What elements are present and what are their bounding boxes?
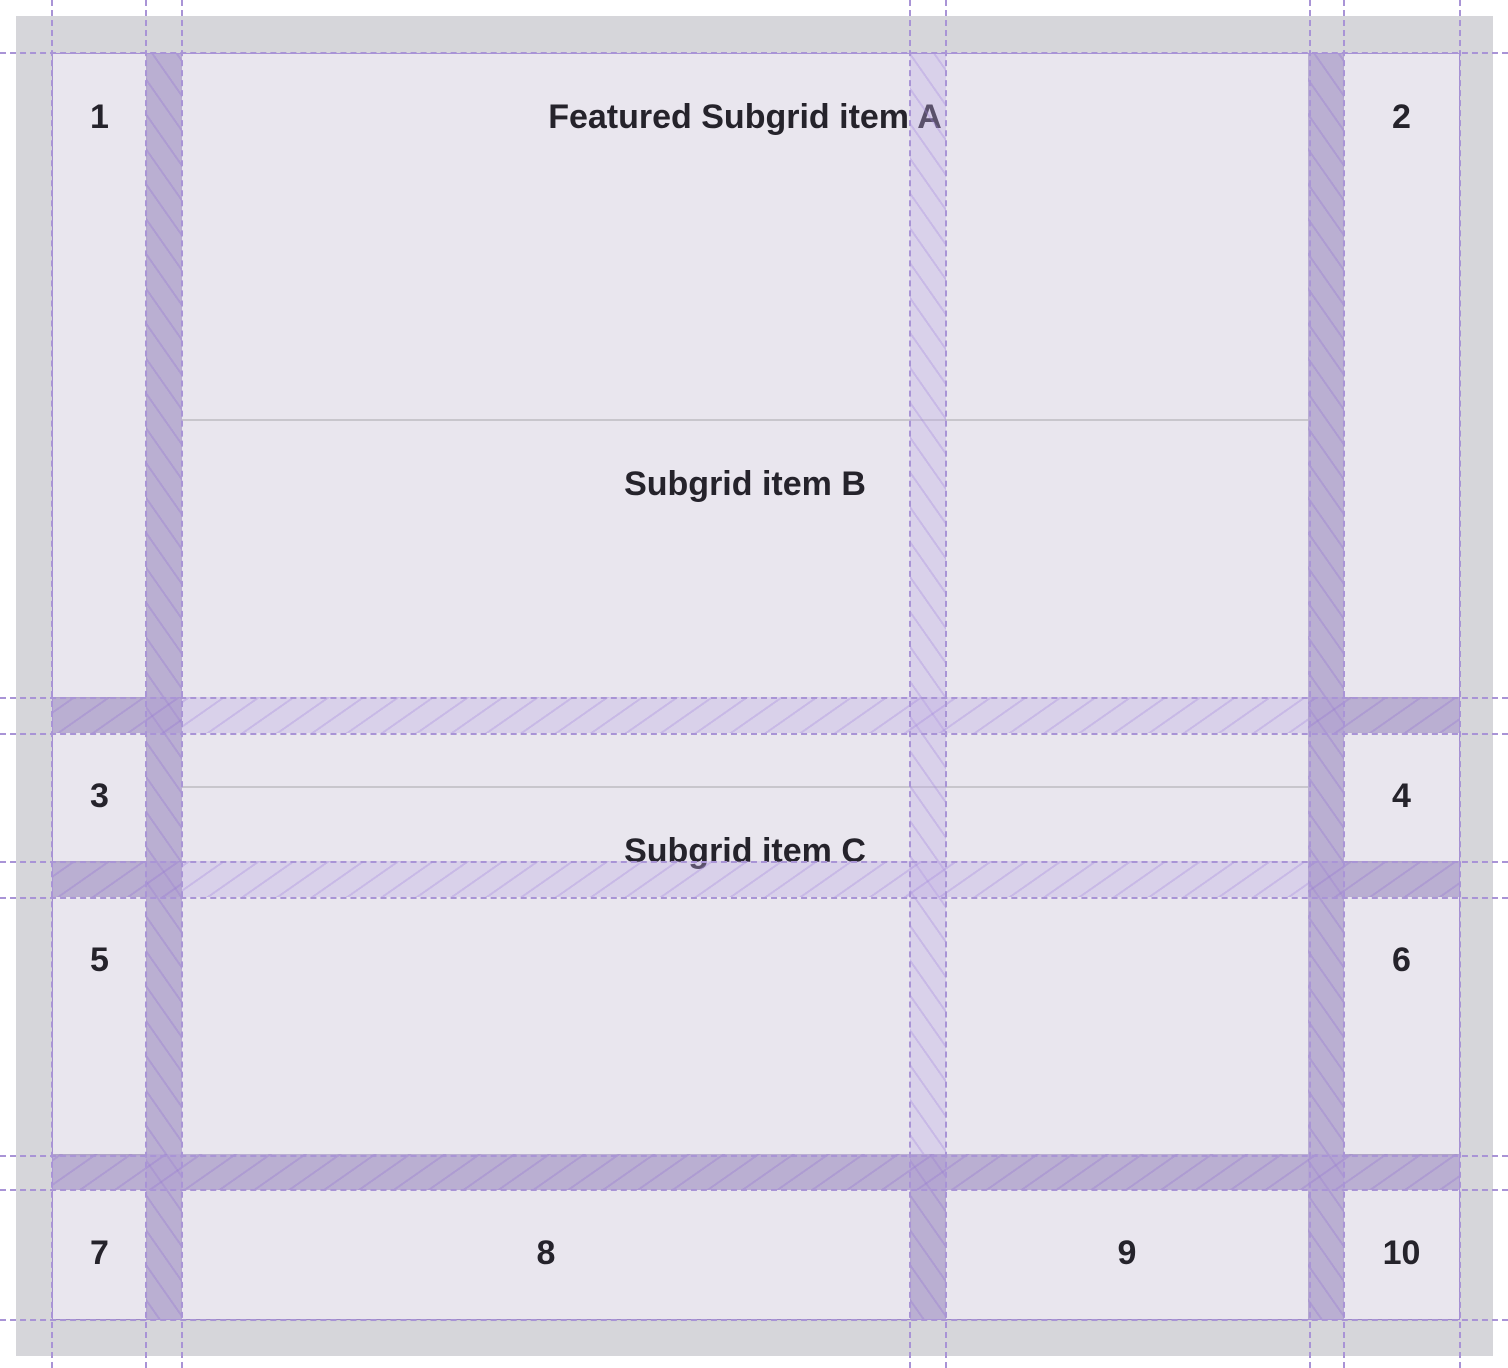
grid-line [0, 697, 1508, 699]
grid-line [1343, 0, 1345, 1368]
subgrid-item-c: Subgrid item C [182, 786, 1308, 1154]
grid-line [1309, 0, 1311, 1368]
subgrid-row-gap [182, 861, 1308, 897]
subgrid-item-a: Featured Subgrid item A [182, 54, 1308, 419]
subgrid-column-gap [910, 54, 946, 1154]
item-label: 4 [1392, 777, 1411, 815]
grid-line [945, 0, 947, 1368]
item-label: 5 [90, 941, 109, 979]
grid-line [0, 1319, 1508, 1321]
subgrid-item-b: Subgrid item B [182, 419, 1308, 786]
grid-item-9: 9 [946, 1190, 1308, 1319]
row-gap [53, 1154, 1459, 1190]
grid-line [0, 861, 1508, 863]
grid-item-8: 8 [182, 1190, 910, 1319]
row-gap [53, 861, 182, 897]
grid-line [0, 1155, 1508, 1157]
grid-line [1459, 0, 1461, 1368]
grid-line [909, 0, 911, 1368]
row-gap [1308, 697, 1459, 733]
grid-line [0, 52, 1508, 54]
grid-item-1: 1 [53, 54, 146, 697]
grid-item-3: 3 [53, 733, 146, 861]
grid-line [0, 733, 1508, 735]
column-gap [1308, 54, 1344, 1319]
grid-line [181, 0, 183, 1368]
grid-item-6: 6 [1344, 897, 1459, 1154]
subgrid-row-gap [182, 697, 1308, 733]
grid-item-4: 4 [1344, 733, 1459, 861]
grid-item-5: 5 [53, 897, 146, 1154]
item-label: 7 [90, 1234, 109, 1272]
grid-line [145, 0, 147, 1368]
grid-item-10: 10 [1344, 1190, 1459, 1319]
item-label: Subgrid item B [624, 465, 866, 503]
grid-line [0, 897, 1508, 899]
grid-line [51, 0, 53, 1368]
item-label: Featured Subgrid item A [548, 98, 942, 136]
row-gap [53, 697, 182, 733]
grid-item-7: 7 [53, 1190, 146, 1319]
item-label: Subgrid item C [624, 832, 866, 870]
column-gap [910, 1154, 946, 1319]
column-gap [146, 54, 182, 1319]
item-label: 10 [1382, 1234, 1421, 1272]
item-label: 9 [1117, 1234, 1137, 1272]
row-gap [1308, 861, 1459, 897]
item-label: 1 [90, 98, 109, 136]
item-label: 3 [90, 777, 109, 815]
item-label: 6 [1392, 941, 1411, 979]
item-label: 8 [536, 1234, 556, 1272]
grid-item-2: 2 [1344, 54, 1459, 697]
grid-line [0, 1189, 1508, 1191]
item-label: 2 [1392, 98, 1411, 136]
